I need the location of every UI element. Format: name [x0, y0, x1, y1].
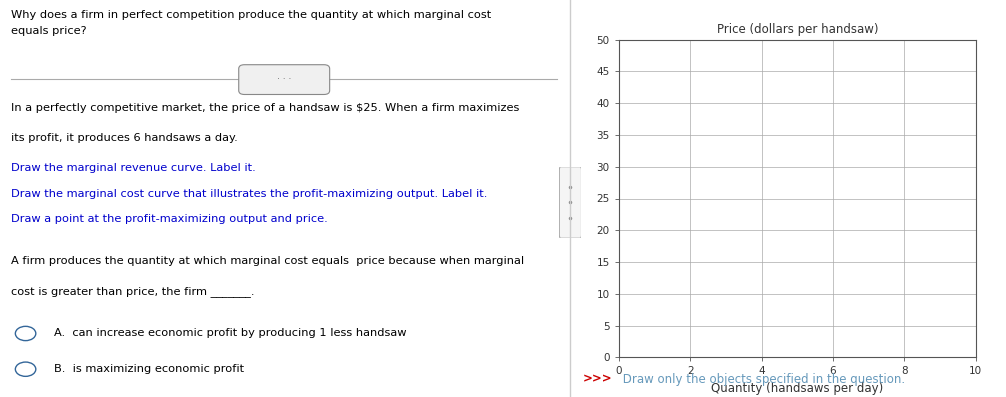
Text: B.  is maximizing economic profit: B. is maximizing economic profit	[54, 364, 244, 374]
Text: Why does a firm in perfect competition produce the quantity at which marginal co: Why does a firm in perfect competition p…	[11, 10, 492, 20]
Text: A firm produces the quantity at which marginal cost equals  price because when m: A firm produces the quantity at which ma…	[11, 256, 524, 266]
Text: >>>: >>>	[582, 373, 613, 385]
Text: Draw a point at the profit-maximizing output and price.: Draw a point at the profit-maximizing ou…	[11, 214, 328, 224]
Text: cost is greater than price, the firm _______.: cost is greater than price, the firm ___…	[11, 286, 255, 297]
Text: equals price?: equals price?	[11, 26, 87, 36]
Text: In a perfectly competitive market, the price of a handsaw is $25. When a firm ma: In a perfectly competitive market, the p…	[11, 103, 520, 113]
FancyBboxPatch shape	[238, 65, 330, 94]
Text: · · ·: · · ·	[277, 75, 292, 84]
Text: Draw only the objects specified in the question.: Draw only the objects specified in the q…	[619, 373, 904, 385]
X-axis label: Quantity (handsaws per day): Quantity (handsaws per day)	[711, 382, 883, 395]
Text: Draw the marginal revenue curve. Label it.: Draw the marginal revenue curve. Label i…	[11, 163, 257, 173]
Text: A.  can increase economic profit by producing 1 less handsaw: A. can increase economic profit by produ…	[54, 328, 406, 339]
Text: Draw the marginal cost curve that illustrates the profit-maximizing output. Labe: Draw the marginal cost curve that illust…	[11, 189, 488, 198]
Text: its profit, it produces 6 handsaws a day.: its profit, it produces 6 handsaws a day…	[11, 133, 238, 143]
FancyBboxPatch shape	[559, 167, 581, 238]
Title: Price (dollars per handsaw): Price (dollars per handsaw)	[716, 23, 878, 36]
